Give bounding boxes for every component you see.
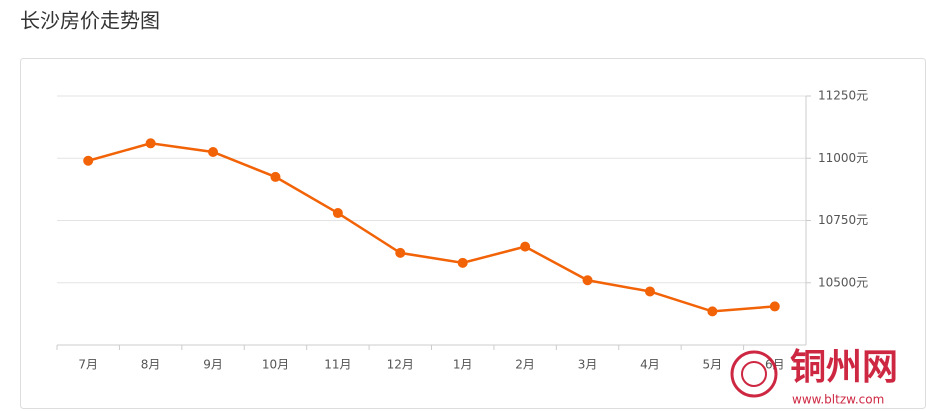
- x-tick-label: 11月: [324, 358, 351, 372]
- point: [83, 155, 94, 166]
- plot: 10500元 10750元 11000元 11250元 7月 8月 9月 10月 11月 12月 1…: [56, 89, 868, 372]
- x-tick-label: 4月: [640, 358, 660, 372]
- y-tick-label: 11250元: [818, 89, 868, 103]
- point: [332, 208, 343, 219]
- y-tick-label: 10750元: [818, 213, 868, 227]
- x-tick-label: 10月: [262, 358, 289, 372]
- point: [582, 275, 593, 286]
- watermark-url: www.bltzw.com: [792, 393, 884, 407]
- watermark-logo: [730, 350, 778, 398]
- x-tick-label: 2月: [515, 358, 535, 372]
- point: [520, 241, 531, 252]
- y-tick-label: 10500元: [818, 275, 868, 289]
- point: [145, 138, 156, 149]
- x-tick-label: 12月: [387, 358, 414, 372]
- point: [208, 147, 219, 158]
- x-tick-label: 9月: [203, 358, 223, 372]
- x-tick-label: 1月: [453, 358, 473, 372]
- x-tick-label: 3月: [578, 358, 598, 372]
- chart-title: 长沙房价走势图: [20, 9, 160, 33]
- point: [395, 247, 406, 258]
- point: [457, 257, 468, 268]
- x-tick-label: 8月: [141, 358, 161, 372]
- point: [769, 301, 780, 312]
- watermark: 铜州网 www.bltzw.com: [730, 346, 898, 407]
- y-tick-label: 11000元: [818, 151, 868, 165]
- point: [707, 306, 718, 317]
- line: [87, 142, 775, 313]
- x-tick-label: 5月: [703, 358, 723, 372]
- watermark-text: 铜州网: [790, 346, 898, 388]
- point: [270, 171, 281, 182]
- x-tick-label: 7月: [78, 358, 98, 372]
- watermark-logo-inner: [741, 361, 767, 387]
- point: [644, 286, 655, 297]
